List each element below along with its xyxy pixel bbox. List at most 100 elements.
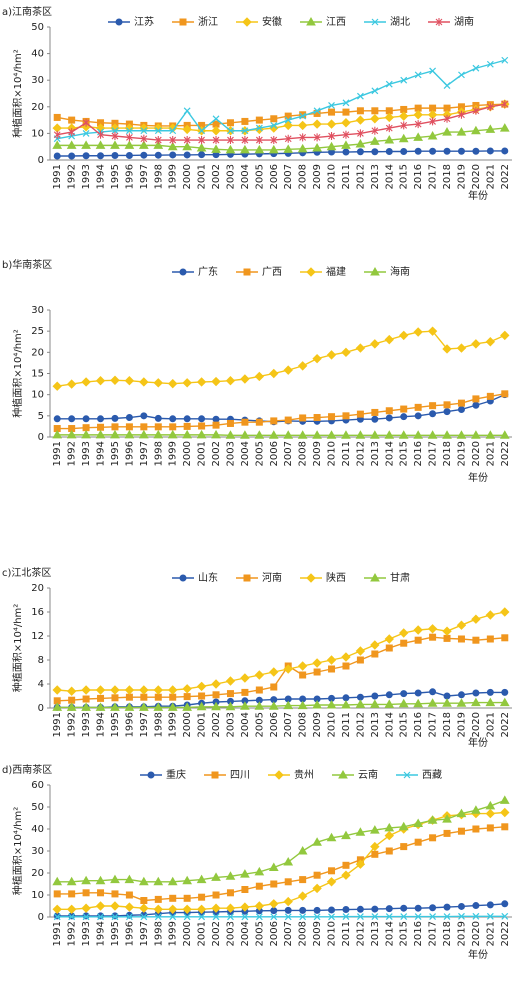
- marker: [153, 904, 163, 915]
- marker: [299, 133, 307, 142]
- marker: [485, 697, 496, 707]
- y-tick-label: 16: [31, 607, 44, 618]
- marker: [355, 827, 366, 836]
- marker: [283, 896, 293, 907]
- marker: [384, 112, 394, 123]
- marker: [68, 913, 76, 921]
- marker: [485, 808, 496, 819]
- legend-label: 广西: [262, 266, 282, 278]
- x-tick-label: 2010: [327, 921, 338, 946]
- marker: [413, 132, 424, 141]
- marker: [226, 889, 234, 897]
- marker: [125, 127, 133, 135]
- y-tick-label: 5: [38, 411, 44, 422]
- legend-marker: [211, 771, 219, 779]
- marker: [97, 152, 105, 160]
- x-tick-label: 2011: [341, 712, 352, 737]
- marker: [313, 871, 321, 879]
- marker: [53, 113, 61, 121]
- x-tick-label: 2017: [428, 712, 439, 737]
- marker: [312, 430, 322, 439]
- marker: [111, 132, 119, 141]
- marker: [225, 676, 236, 686]
- x-tick-label: 1998: [153, 164, 164, 189]
- x-tick-label: 2016: [413, 921, 424, 946]
- marker: [341, 118, 351, 128]
- x-tick-label: 1991: [52, 712, 63, 737]
- marker: [284, 878, 292, 886]
- marker: [283, 856, 294, 866]
- marker: [356, 693, 364, 701]
- marker: [97, 423, 105, 431]
- legend-marker: [370, 266, 380, 276]
- marker: [371, 905, 379, 913]
- marker: [183, 422, 191, 430]
- marker: [312, 119, 322, 129]
- marker: [169, 151, 177, 159]
- x-tick-label: 2014: [384, 921, 395, 946]
- marker: [355, 699, 366, 708]
- marker: [124, 902, 135, 912]
- marker: [140, 693, 148, 701]
- marker: [471, 805, 481, 814]
- series-line: [57, 799, 506, 883]
- x-tick-label: 2000: [182, 921, 193, 946]
- marker: [443, 408, 451, 416]
- marker: [471, 125, 481, 135]
- x-tick-label: 2007: [283, 164, 294, 189]
- marker: [456, 620, 467, 630]
- marker: [81, 875, 91, 885]
- marker: [356, 410, 364, 418]
- marker: [198, 151, 206, 159]
- legend-marker: [338, 769, 348, 779]
- x-tick-label: 2015: [399, 712, 410, 737]
- marker: [427, 624, 438, 634]
- marker: [385, 644, 393, 652]
- marker: [356, 656, 364, 664]
- x-tick-label: 2008: [298, 164, 309, 189]
- marker: [370, 640, 380, 650]
- marker: [499, 697, 510, 707]
- x-tick-label: 2013: [370, 921, 381, 946]
- marker: [443, 82, 451, 89]
- marker: [268, 701, 279, 710]
- x-tick-label: 2014: [384, 164, 395, 189]
- marker: [472, 902, 480, 910]
- x-tick-label: 1995: [110, 164, 121, 189]
- marker: [443, 913, 451, 920]
- marker: [328, 132, 335, 141]
- marker: [53, 890, 61, 898]
- marker: [284, 112, 292, 120]
- x-tick-label: 2021: [485, 712, 496, 737]
- marker: [139, 685, 149, 695]
- marker: [125, 891, 133, 899]
- y-tick-label: 8: [38, 655, 44, 666]
- y-tick-label: 20: [31, 102, 44, 113]
- marker: [140, 134, 148, 143]
- legend-label: 浙江: [198, 16, 218, 28]
- x-tick-label: 1991: [52, 921, 63, 946]
- marker: [139, 377, 149, 387]
- marker: [299, 414, 307, 422]
- marker: [313, 133, 321, 142]
- legend-marker: [243, 574, 251, 582]
- marker: [355, 343, 366, 353]
- marker: [413, 625, 423, 635]
- x-tick-label: 2000: [182, 441, 193, 466]
- marker: [225, 701, 236, 711]
- marker: [254, 430, 265, 439]
- x-tick-label: 2009: [312, 712, 323, 737]
- marker: [196, 874, 207, 884]
- marker: [400, 913, 408, 920]
- marker: [355, 115, 366, 125]
- marker: [312, 883, 322, 894]
- marker: [458, 71, 465, 79]
- marker: [95, 901, 106, 911]
- marker: [283, 430, 294, 439]
- marker: [385, 913, 393, 920]
- x-tick-label: 2001: [197, 164, 208, 189]
- marker: [442, 626, 452, 636]
- marker: [429, 834, 437, 842]
- x-tick-label: 2004: [240, 164, 251, 189]
- y-tick-label: 10: [31, 390, 44, 401]
